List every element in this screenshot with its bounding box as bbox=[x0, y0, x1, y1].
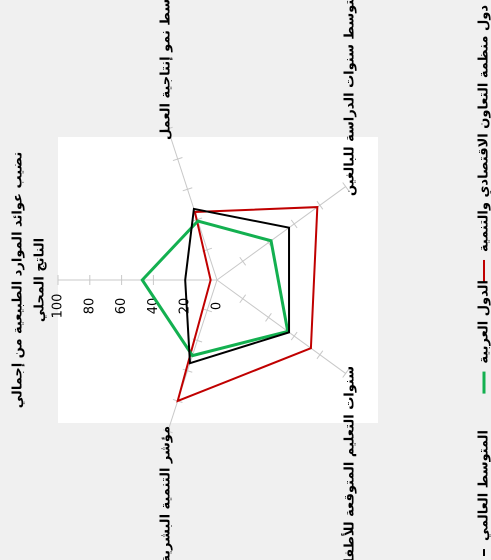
axis-line bbox=[216, 279, 346, 374]
series-line bbox=[140, 219, 290, 358]
tick-mark bbox=[182, 368, 193, 373]
tick-mark bbox=[239, 294, 247, 304]
legend-label: الدول العربية bbox=[477, 280, 491, 364]
tick-mark bbox=[265, 313, 272, 322]
tick-mark bbox=[316, 200, 324, 210]
legend-label: دول منظمة التعاون الاقتصادي والتنمية bbox=[477, 5, 491, 252]
tick-mark bbox=[202, 308, 213, 313]
series-line bbox=[184, 207, 291, 365]
tick-mark bbox=[290, 331, 298, 341]
axis-label: نضيب عوائد الموارد الطبيعية من إجمالي bbox=[11, 152, 26, 408]
tick-label: 80 bbox=[82, 298, 97, 315]
axis-line bbox=[167, 128, 218, 281]
legend-label: المتوسط العالمي bbox=[477, 430, 491, 541]
tick-label: 0 bbox=[210, 302, 225, 310]
tick-mark bbox=[342, 182, 349, 191]
axis-label: متوسط سنوات الدراسة للبالغين bbox=[343, 0, 358, 196]
tick-mark bbox=[239, 256, 247, 266]
tick-label: 100 bbox=[51, 294, 66, 319]
tick-mark bbox=[342, 369, 349, 378]
axis-line bbox=[216, 186, 346, 281]
axis-label: سنوات التعليم المتوقعة للأطفال bbox=[341, 366, 358, 560]
axis-label: متوسط نمو إنتاجية العمل bbox=[159, 0, 174, 140]
tick-mark bbox=[182, 187, 193, 192]
tick-mark bbox=[162, 429, 173, 434]
tick-mark bbox=[316, 350, 324, 360]
tick-mark bbox=[162, 126, 173, 131]
axis-label: مؤشر التنمية البشرية bbox=[159, 426, 174, 560]
tick-mark bbox=[290, 219, 298, 229]
axis-label: الناتج المحلي bbox=[33, 238, 48, 322]
tick-label: 60 bbox=[114, 298, 129, 315]
tick-mark bbox=[172, 157, 183, 162]
tick-label: 20 bbox=[178, 298, 193, 315]
